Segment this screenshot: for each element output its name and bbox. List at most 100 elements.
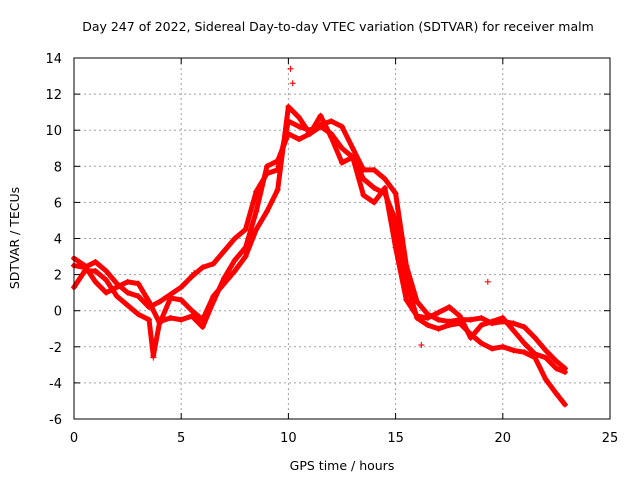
- data-point-track-b: [135, 311, 142, 318]
- data-point-track-a: [221, 248, 228, 255]
- data-point-track-c: [146, 298, 153, 305]
- data-point-track-c: [188, 307, 195, 314]
- y-tick-label: 0: [54, 305, 62, 320]
- data-point-track-b: [553, 390, 560, 397]
- data-point-track-a: [199, 264, 206, 271]
- data-point-track-a: [553, 358, 560, 365]
- data-point-track-c: [231, 267, 238, 274]
- data-point-track-a: [188, 273, 195, 280]
- data-point-track-c: [424, 314, 431, 321]
- data-point-track-a: [178, 284, 185, 291]
- data-point-track-c: [81, 262, 88, 269]
- series-band-track-c: [71, 104, 568, 375]
- data-point-track-a: [210, 260, 217, 267]
- data-point-track-b: [446, 322, 453, 329]
- x-tick-label: 10: [280, 431, 297, 446]
- y-tick-label: 6: [54, 196, 62, 211]
- x-tick-label: 5: [177, 431, 185, 446]
- outlier-point: [484, 278, 491, 285]
- data-point-track-a: [478, 314, 485, 321]
- data-point-track-b: [113, 293, 120, 300]
- data-point-track-c: [167, 295, 174, 302]
- data-point-track-b: [92, 267, 99, 274]
- data-point-track-b: [392, 217, 399, 224]
- data-point-track-b: [561, 401, 568, 408]
- data-point-track-c: [306, 130, 313, 137]
- y-tick-label: 8: [54, 160, 62, 175]
- data-point-track-b: [178, 316, 185, 323]
- data-point-track-b: [435, 325, 442, 332]
- data-point-track-a: [542, 347, 549, 354]
- data-point-track-a: [92, 258, 99, 265]
- data-point-track-c: [221, 280, 228, 287]
- data-point-track-a: [103, 267, 110, 274]
- data-point-track-c: [103, 289, 110, 296]
- data-point-track-c: [199, 316, 206, 323]
- data-point-track-b: [510, 347, 517, 354]
- data-point-track-c: [92, 278, 99, 285]
- data-point-track-c: [403, 296, 410, 303]
- y-tick-label: 2: [54, 269, 62, 284]
- data-point-track-a: [510, 320, 517, 327]
- series-band-track-b: [71, 124, 568, 408]
- data-point-track-b: [103, 277, 110, 284]
- data-point-track-c: [113, 284, 120, 291]
- data-point-track-b: [371, 184, 378, 191]
- data-point-track-b: [521, 349, 528, 356]
- data-point-track-c: [178, 296, 185, 303]
- data-point-track-c: [263, 208, 270, 215]
- y-tick-label: -6: [49, 413, 62, 428]
- data-point-track-a: [156, 298, 163, 305]
- data-point-track-b: [489, 345, 496, 352]
- outlier-point: [287, 65, 294, 72]
- data-point-track-c: [489, 318, 496, 325]
- data-marks: [71, 65, 568, 408]
- y-tick-label: 14: [45, 52, 62, 67]
- data-point-track-a: [414, 298, 421, 305]
- data-point-track-b: [499, 343, 506, 350]
- data-point-track-a: [531, 334, 538, 341]
- data-point-track-c: [124, 278, 131, 285]
- data-point-track-c: [349, 154, 356, 161]
- data-point-track-c: [371, 199, 378, 206]
- x-axis-label: GPS time / hours: [290, 458, 395, 473]
- grid: [74, 58, 610, 419]
- data-point-track-a: [435, 316, 442, 323]
- data-point-track-c: [156, 320, 163, 327]
- data-point-track-b: [146, 316, 153, 323]
- data-point-track-b: [124, 302, 131, 309]
- data-point-track-c: [339, 159, 345, 166]
- data-point-track-c: [521, 340, 528, 347]
- data-point-track-b: [542, 376, 549, 383]
- data-point-track-b: [231, 257, 238, 264]
- y-axis-label: SDTVAR / TECUs: [7, 187, 22, 289]
- data-point-track-c: [360, 192, 367, 199]
- data-point-track-c: [242, 253, 249, 260]
- data-point-track-a: [124, 289, 131, 296]
- outlier-point: [418, 341, 425, 348]
- y-tick-label: -4: [49, 377, 62, 392]
- data-point-track-b: [188, 313, 195, 320]
- data-point-track-b: [478, 340, 485, 347]
- outlier-point: [191, 269, 198, 276]
- data-point-track-a: [296, 123, 303, 130]
- data-point-track-c: [392, 244, 399, 251]
- data-point-track-c: [253, 226, 260, 233]
- data-point-track-a: [339, 123, 345, 130]
- data-point-track-a: [242, 226, 249, 233]
- x-tick-label: 0: [70, 431, 78, 446]
- data-point-track-b: [296, 136, 303, 143]
- data-point-track-a: [328, 118, 335, 125]
- data-point-track-c: [317, 112, 324, 119]
- data-point-track-c: [561, 369, 568, 376]
- data-point-track-c: [499, 314, 506, 321]
- data-point-track-c: [210, 293, 217, 300]
- axis-ticks: [73, 57, 611, 420]
- data-point-track-b: [263, 163, 270, 170]
- y-tick-label: -2: [49, 341, 62, 356]
- x-tick-label: 15: [387, 431, 404, 446]
- data-point-track-c: [435, 309, 442, 316]
- data-point-track-c: [542, 354, 549, 361]
- data-point-track-a: [392, 190, 399, 197]
